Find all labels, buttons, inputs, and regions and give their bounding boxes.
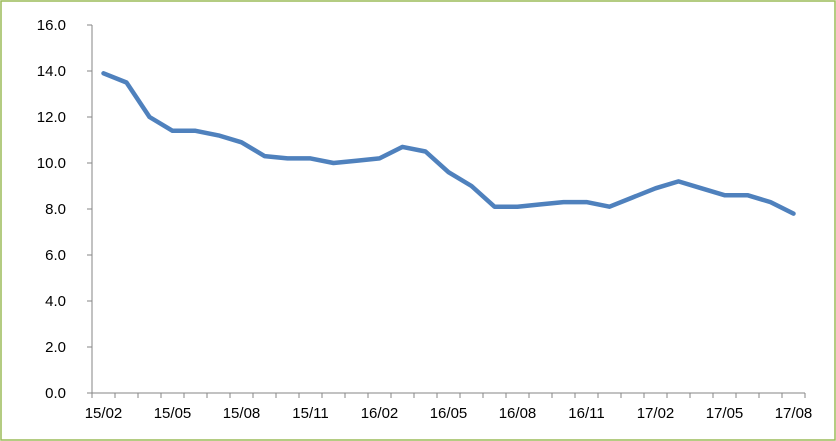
y-tick-label: 0.0 [45,385,66,402]
y-tick-label: 14.0 [37,63,66,80]
x-tick-label: 17/05 [706,405,744,422]
x-tick-label: 15/08 [223,405,261,422]
y-tick-label: 6.0 [45,247,66,264]
x-tick-label: 16/05 [430,405,468,422]
line [101,71,796,216]
x-tick-label: 17/08 [775,405,813,422]
x-tick-label: 16/02 [361,405,399,422]
y-tick-label: 12.0 [37,109,66,126]
y-tick-label: 2.0 [45,339,66,356]
y-tick-label: 16.0 [37,17,66,34]
y-tick-label: 8.0 [45,201,66,218]
x-tick-label: 16/08 [499,405,537,422]
x-tick-label: 16/11 [568,405,604,422]
x-tick-label: 15/02 [85,405,123,422]
x-tick-label: 15/11 [292,405,328,422]
y-tick-label: 10.0 [37,155,66,172]
y-tick-label: 4.0 [45,293,66,310]
x-tick-label: 15/05 [154,405,192,422]
x-tick-label: 17/02 [637,405,675,422]
